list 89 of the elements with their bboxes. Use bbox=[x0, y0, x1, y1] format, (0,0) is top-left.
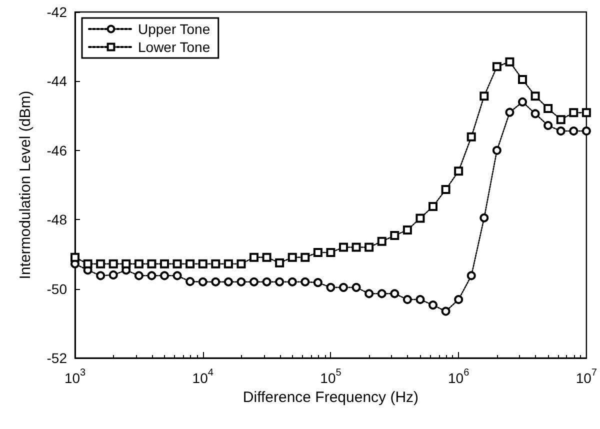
point bbox=[224, 277, 233, 286]
point bbox=[530, 109, 540, 118]
point bbox=[211, 277, 220, 286]
y-tick-label: -48 bbox=[46, 212, 68, 228]
y-tick-label: -50 bbox=[46, 280, 68, 297]
point bbox=[275, 277, 284, 286]
point bbox=[428, 202, 438, 211]
point bbox=[288, 277, 297, 286]
point bbox=[122, 259, 131, 268]
point bbox=[582, 108, 591, 118]
point bbox=[326, 248, 336, 257]
legend-label: Upper Tone bbox=[138, 21, 210, 37]
point bbox=[250, 277, 258, 286]
point bbox=[288, 252, 297, 262]
y-tick-label: -52 bbox=[46, 350, 68, 366]
y-tick-label: -42 bbox=[46, 4, 68, 20]
point bbox=[569, 126, 578, 136]
point bbox=[518, 97, 528, 106]
point bbox=[313, 278, 322, 288]
point bbox=[416, 214, 425, 223]
point bbox=[172, 271, 182, 280]
point bbox=[544, 120, 553, 130]
point bbox=[147, 259, 156, 268]
point bbox=[198, 259, 208, 268]
legend-label: Lower Tone bbox=[138, 39, 210, 55]
point bbox=[172, 259, 182, 268]
point bbox=[352, 242, 361, 252]
y-tick-label: -46 bbox=[46, 142, 68, 158]
point bbox=[96, 259, 106, 268]
point bbox=[313, 248, 322, 257]
point bbox=[186, 277, 195, 286]
y-tick-label: -44 bbox=[46, 73, 68, 90]
point bbox=[186, 259, 195, 268]
point bbox=[70, 252, 80, 262]
point bbox=[83, 259, 92, 268]
point bbox=[569, 108, 578, 118]
point bbox=[416, 295, 425, 304]
point bbox=[556, 115, 566, 124]
y-axis-title: Intermodulation Level (dBm) bbox=[17, 90, 34, 280]
point bbox=[377, 289, 386, 298]
point bbox=[441, 306, 450, 316]
point bbox=[492, 62, 502, 72]
point bbox=[96, 271, 106, 280]
point bbox=[492, 146, 502, 155]
point bbox=[364, 242, 374, 252]
point bbox=[108, 270, 118, 280]
point bbox=[352, 282, 361, 292]
point bbox=[454, 295, 464, 304]
point bbox=[198, 277, 208, 286]
point bbox=[530, 92, 540, 101]
point bbox=[300, 252, 310, 262]
point bbox=[224, 259, 233, 268]
point bbox=[480, 92, 489, 101]
point bbox=[582, 126, 591, 136]
point bbox=[147, 271, 156, 280]
point bbox=[134, 271, 144, 280]
point bbox=[108, 259, 118, 268]
x-axis-title: Difference Frequency (Hz) bbox=[242, 388, 419, 406]
point bbox=[377, 236, 386, 246]
point bbox=[505, 108, 514, 117]
point bbox=[236, 277, 246, 286]
point bbox=[466, 132, 476, 142]
point bbox=[518, 74, 528, 84]
point bbox=[402, 295, 412, 304]
point bbox=[262, 277, 272, 286]
point bbox=[160, 271, 169, 280]
point bbox=[454, 166, 464, 176]
point bbox=[480, 213, 489, 222]
point bbox=[250, 252, 258, 262]
point bbox=[466, 271, 476, 280]
point bbox=[262, 252, 272, 262]
point bbox=[390, 231, 400, 240]
point bbox=[339, 282, 348, 292]
point bbox=[134, 259, 144, 268]
point bbox=[390, 289, 400, 298]
point bbox=[402, 225, 412, 234]
point bbox=[326, 282, 336, 292]
point bbox=[505, 57, 514, 66]
point bbox=[428, 300, 438, 310]
point bbox=[544, 104, 553, 114]
point bbox=[441, 185, 450, 194]
point bbox=[364, 289, 374, 298]
point bbox=[275, 258, 284, 268]
point bbox=[236, 259, 246, 268]
point bbox=[339, 242, 348, 252]
point bbox=[211, 259, 220, 268]
point bbox=[300, 277, 310, 286]
point bbox=[160, 259, 169, 268]
point bbox=[556, 126, 566, 136]
